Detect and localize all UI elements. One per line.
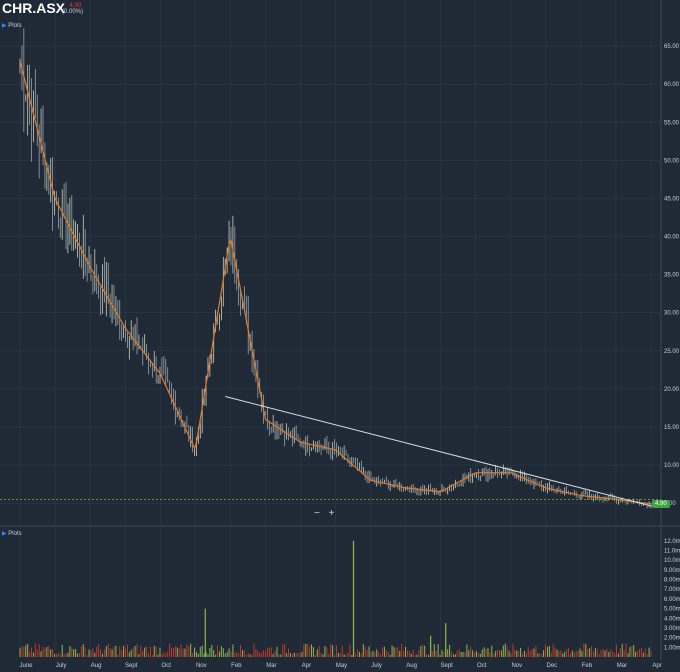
x-tick-label: Mar — [617, 663, 627, 669]
y-tick-label: 40.00 — [664, 235, 680, 241]
x-tick-label: Feb — [582, 663, 593, 669]
expand-icon: ▶ — [2, 23, 7, 29]
zoom-controls: − + — [314, 508, 340, 519]
zoom-in-button[interactable]: + — [328, 508, 335, 519]
x-tick-label: Aug — [91, 663, 102, 669]
y-tick-label: 30.00 — [664, 311, 680, 317]
volume-tick-label: 9.00m — [664, 568, 680, 574]
x-tick-label: Sept — [125, 663, 138, 669]
descending-trendline — [225, 396, 653, 507]
y-tick-label: 5.00 — [664, 501, 676, 507]
x-tick-label: Apr — [302, 663, 311, 669]
price-change: (0.00%) — [62, 9, 84, 15]
current-price-badge: 4.90 — [652, 500, 670, 508]
y-tick-label: 65.00 — [664, 44, 680, 50]
y-tick-label: 25.00 — [664, 349, 680, 355]
x-tick-label: July — [371, 663, 382, 669]
x-tick-label: Nov — [196, 663, 207, 669]
volume-tick-label: 10.0m — [664, 558, 680, 564]
price-plots-label: Plots — [8, 23, 22, 29]
x-tick-label: Dec — [546, 663, 557, 669]
x-tick-label: May — [336, 663, 347, 669]
x-tick-label: Mar — [266, 663, 276, 669]
price-plots-toggle[interactable]: ▶ Plots — [2, 22, 22, 29]
x-tick-label: June — [19, 663, 33, 669]
last-price: 4.90 — [69, 3, 82, 9]
x-tick-label: Aug — [406, 663, 417, 669]
volume-tick-label: 12.0m — [664, 539, 680, 545]
volume-plots-label: Plots — [8, 531, 22, 537]
volume-tick-label: 8.00m — [664, 578, 680, 584]
x-tick-label: Oct — [162, 663, 172, 669]
volume-tick-label: 5.00m — [664, 607, 680, 613]
x-tick-label: Nov — [511, 663, 522, 669]
volume-tick-label: 3.00m — [664, 626, 680, 632]
y-tick-label: 45.00 — [664, 196, 680, 202]
moving-average-line — [19, 61, 652, 505]
volume-plots-toggle[interactable]: ▶ Plots — [2, 530, 22, 537]
volume-tick-label: 4.00m — [664, 616, 680, 622]
zoom-out-button[interactable]: − — [314, 508, 320, 519]
y-tick-label: 60.00 — [664, 82, 680, 88]
x-tick-label: Apr — [652, 663, 661, 669]
volume-tick-label: 11.0m — [664, 549, 680, 555]
y-tick-label: 10.00 — [664, 463, 680, 469]
expand-icon: ▶ — [2, 531, 7, 537]
volume-tick-label: 6.00m — [664, 597, 680, 603]
y-tick-label: 55.00 — [664, 120, 680, 126]
volume-tick-label: 1.00m — [664, 645, 680, 651]
x-tick-label: Oct — [477, 663, 487, 669]
x-tick-label: Feb — [231, 663, 242, 669]
y-tick-label: 20.00 — [664, 387, 680, 393]
volume-tick-label: 7.00m — [664, 587, 680, 593]
x-tick-label: July — [56, 663, 67, 669]
x-tick-label: Sept — [440, 663, 453, 669]
y-tick-label: 35.00 — [664, 273, 680, 279]
y-tick-label: 15.00 — [664, 425, 680, 431]
volume-tick-label: 2.00m — [664, 636, 680, 642]
chart-header: CHR.ASX 4.90 (0.00%) — [2, 0, 84, 18]
ticker-symbol: CHR.ASX — [2, 0, 66, 16]
y-tick-label: 50.00 — [664, 158, 680, 164]
